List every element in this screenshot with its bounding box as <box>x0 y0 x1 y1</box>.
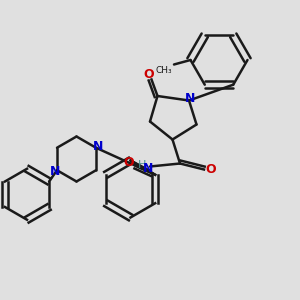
Text: N: N <box>143 162 154 176</box>
Text: N: N <box>185 92 196 105</box>
Text: H: H <box>138 160 147 170</box>
Text: O: O <box>205 163 216 176</box>
Text: N: N <box>93 140 103 153</box>
Text: N: N <box>50 165 60 178</box>
Text: O: O <box>124 156 134 169</box>
Text: CH₃: CH₃ <box>156 66 172 75</box>
Text: O: O <box>144 68 154 81</box>
